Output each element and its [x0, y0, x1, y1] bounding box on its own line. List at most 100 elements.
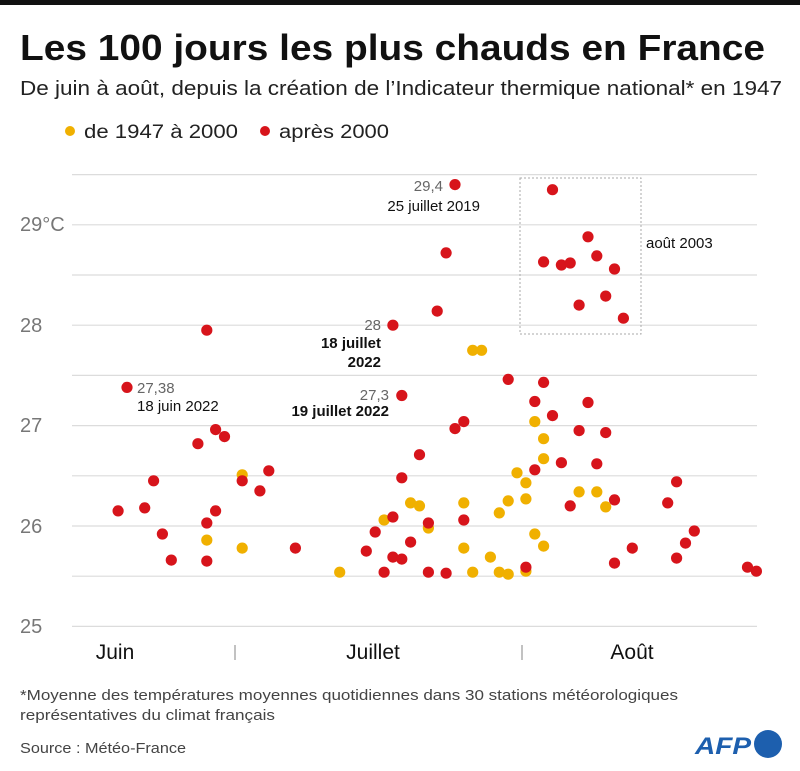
data-point-1947-2000 [476, 344, 488, 356]
data-point-after-2000 [360, 545, 372, 557]
data-point-1947-2000 [502, 568, 514, 580]
data-points [112, 179, 763, 580]
chart-title: Les 100 jours les plus chauds en France [20, 27, 765, 68]
data-point-after-2000 [192, 438, 204, 450]
data-point-after-2000 [608, 494, 621, 506]
data-point-after-2000 [210, 424, 222, 436]
y-tick-28: 28 [20, 315, 42, 337]
data-point-1947-2000 [413, 500, 426, 512]
legend-marker-1947-2000 [65, 126, 75, 136]
afp-logo-circle [754, 730, 782, 758]
data-point-after-2000 [600, 290, 612, 302]
data-point-after-2000 [529, 464, 541, 476]
data-point-1947-2000 [538, 453, 550, 465]
data-point-after-2000 [750, 565, 763, 577]
data-point-after-2000 [422, 566, 434, 578]
data-point-after-2000 [582, 231, 594, 243]
data-point-after-2000 [573, 425, 585, 437]
data-point-1947-2000 [334, 566, 346, 578]
data-point-1947-2000 [484, 551, 496, 563]
gridlines [72, 174, 757, 628]
data-point-after-2000 [582, 396, 594, 409]
data-point-after-2000 [396, 472, 408, 484]
data-point-1947-2000 [529, 416, 541, 428]
data-point-after-2000 [422, 517, 434, 529]
data-point-after-2000 [431, 305, 443, 317]
data-point-after-2000 [538, 376, 550, 388]
data-point-1947-2000 [467, 566, 479, 578]
footnote-line-1: *Moyenne des températures moyennes quoti… [20, 687, 678, 704]
top-bar [0, 0, 800, 5]
data-point-after-2000 [440, 567, 452, 579]
data-point-after-2000 [289, 542, 301, 554]
data-point-1947-2000 [538, 433, 550, 445]
annotation-label-jun18: 18 juin 2022 [137, 398, 219, 415]
footnote-line-2: représentatives du climat français [20, 707, 275, 724]
data-point-after-2000 [236, 475, 248, 487]
data-point-after-2000 [449, 423, 461, 435]
data-point-1947-2000 [458, 542, 470, 554]
legend-label-after-2000: après 2000 [279, 122, 389, 143]
data-point-1947-2000 [458, 497, 470, 509]
data-point-1947-2000 [573, 486, 585, 498]
data-point-1947-2000 [493, 507, 505, 519]
y-axis-labels: 29°C 28 27 26 25 [20, 214, 65, 638]
data-point-after-2000 [254, 485, 266, 497]
data-point-after-2000 [573, 299, 585, 311]
annotations: 27,38 18 juin 2022 28 18 juillet 2022 27… [137, 178, 713, 420]
data-point-1947-2000 [529, 528, 541, 540]
chart-subtitle: De juin à août, depuis la création de l’… [20, 78, 782, 100]
legend-label-1947-2000: de 1947 à 2000 [84, 122, 238, 143]
annotation-label-jul18-line1: 18 juillet [321, 335, 381, 352]
data-point-after-2000 [201, 517, 213, 529]
data-point-after-2000 [396, 553, 408, 565]
data-point-after-2000 [369, 526, 381, 538]
data-point-after-2000 [591, 250, 603, 262]
annotation-value-jul25: 29,4 [414, 178, 443, 195]
data-point-after-2000 [387, 319, 399, 331]
data-point-after-2000 [529, 395, 541, 408]
data-point-after-2000 [458, 514, 470, 526]
x-tick-juin: Juin [96, 641, 135, 664]
data-point-1947-2000 [502, 495, 514, 507]
data-point-after-2000 [555, 259, 568, 271]
data-point-after-2000 [617, 312, 630, 324]
annotation-label-jul19: 19 juillet 2022 [291, 403, 389, 420]
data-point-after-2000 [156, 528, 168, 540]
annotation-value-jun18: 27,38 [137, 380, 175, 397]
data-point-after-2000 [538, 256, 550, 268]
afp-logo-text: AFP [694, 733, 752, 760]
data-point-after-2000 [520, 561, 532, 573]
data-point-after-2000 [121, 381, 133, 393]
data-point-after-2000 [210, 505, 222, 517]
data-point-after-2000 [564, 257, 576, 269]
data-point-1947-2000 [511, 467, 523, 479]
annotation-label-aug2003: août 2003 [646, 235, 713, 252]
data-point-1947-2000 [378, 514, 390, 526]
data-point-after-2000 [546, 184, 559, 196]
data-point-1947-2000 [600, 501, 612, 513]
y-tick-29: 29°C [20, 214, 65, 236]
data-point-after-2000 [679, 537, 692, 549]
data-point-after-2000 [112, 505, 124, 517]
data-point-after-2000 [741, 561, 754, 573]
data-point-after-2000 [440, 247, 452, 259]
data-point-1947-2000 [538, 540, 550, 552]
source-text: Source : Météo-France [20, 740, 186, 757]
footer: *Moyenne des températures moyennes quoti… [20, 687, 678, 757]
data-point-1947-2000 [520, 493, 532, 505]
data-point-after-2000 [139, 502, 151, 514]
data-point-after-2000 [201, 555, 213, 567]
data-point-after-2000 [502, 373, 514, 385]
legend: de 1947 à 2000 après 2000 [65, 122, 389, 143]
data-point-after-2000 [688, 525, 700, 537]
data-point-after-2000 [671, 552, 683, 564]
annotation-label-jul25: 25 juillet 2019 [387, 198, 480, 215]
y-tick-26: 26 [20, 516, 42, 538]
x-tick-juillet: Juillet [346, 641, 400, 664]
x-axis-labels: Juin Juillet Août [96, 641, 654, 664]
data-point-1947-2000 [591, 486, 603, 498]
data-point-after-2000 [564, 500, 576, 512]
data-point-after-2000 [387, 511, 399, 523]
